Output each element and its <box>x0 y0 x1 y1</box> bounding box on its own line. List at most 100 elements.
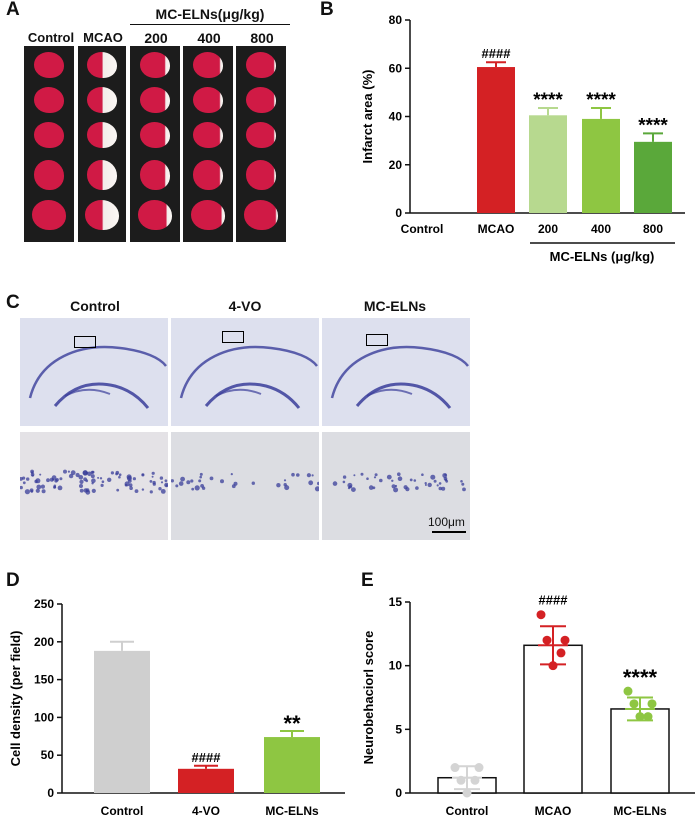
neuron-dot <box>296 473 300 477</box>
neuron-dot <box>391 479 394 482</box>
panel-c-letter: C <box>6 292 20 313</box>
e-y-tick-label: 10 <box>389 659 403 673</box>
brain-slice <box>193 122 223 148</box>
brain-slice <box>140 160 170 190</box>
neuron-dot <box>97 476 100 479</box>
neuron-dot <box>308 480 314 486</box>
e-data-point <box>635 712 645 722</box>
neuron-dot <box>445 479 449 483</box>
e-x-tick-label: MCAO <box>535 804 572 818</box>
b-y-tick-label: 0 <box>395 206 402 220</box>
b-group-label: MC-ELNs (μg/kg) <box>550 249 655 264</box>
neuron-dot <box>351 487 356 492</box>
neuron-dot <box>461 482 465 486</box>
b-y-tick-label: 60 <box>389 61 403 75</box>
neuron-dot <box>311 474 314 477</box>
neuron-dot <box>118 475 121 479</box>
b-y-tick-label: 40 <box>389 110 403 124</box>
neuron-dot <box>386 474 392 480</box>
neuron-dot <box>314 486 319 492</box>
neuron-dot <box>175 484 179 488</box>
neuron-dot <box>291 472 295 477</box>
b-bar <box>634 141 672 213</box>
b-bar <box>529 115 567 213</box>
brain-slice <box>246 87 276 113</box>
neuron-dot <box>442 473 448 478</box>
panel-c-label-control: Control <box>70 298 120 314</box>
e-data-point <box>542 635 552 645</box>
e-significance-label: #### <box>539 593 569 608</box>
neuron-dot <box>220 479 224 484</box>
d-x-tick-label: Control <box>101 804 144 818</box>
brain-slice <box>193 52 223 78</box>
brain-slice <box>87 52 117 78</box>
neuron-dot <box>30 490 34 493</box>
mc-elns-group-header: MC-ELNs(μg/kg) <box>155 6 265 22</box>
neuron-dot <box>403 485 408 490</box>
neuron-dot <box>353 474 356 477</box>
neuron-dot <box>110 471 114 475</box>
neuron-dot <box>68 473 74 479</box>
e-x-tick-label: Control <box>446 804 489 818</box>
neuron-dot <box>159 476 164 480</box>
cell-density-chart: 0 50 100 150 200 250 Cell density (per field) C… <box>8 597 345 818</box>
e-data-point <box>623 686 633 696</box>
brain-slice <box>34 122 64 148</box>
d-y-axis-title: Cell density (per field) <box>8 631 23 767</box>
e-y-tick-label: 5 <box>395 722 402 736</box>
brain-slice <box>246 122 276 148</box>
e-x-tick-label: MC-ELNs <box>613 804 667 818</box>
neuron-dot <box>306 473 311 478</box>
e-data-point <box>629 699 639 709</box>
neuron-dot <box>160 481 164 484</box>
neuron-dot <box>151 471 155 475</box>
brain-slice <box>244 200 278 230</box>
panel-a-label-200: 200 <box>144 30 168 46</box>
neuron-dot <box>78 475 84 480</box>
hippocampus-stain <box>330 345 469 409</box>
neuron-dot <box>141 488 145 491</box>
neuron-dot <box>424 484 427 486</box>
neuron-dot <box>199 472 203 476</box>
e-data-point <box>462 788 472 798</box>
neuron-dot <box>198 479 202 483</box>
neuron-dot <box>415 486 419 490</box>
brain-slice <box>138 200 172 230</box>
neuron-dot <box>51 478 55 481</box>
b-y-tick-label: 20 <box>389 158 403 172</box>
ca1-magnified-image <box>171 432 319 540</box>
d-bar <box>178 768 234 793</box>
brain-slice <box>85 200 119 230</box>
d-y-tick-label: 0 <box>47 786 54 800</box>
brain-slice <box>193 160 223 190</box>
neuron-dot <box>152 482 156 486</box>
hippocampus-stain <box>28 345 167 409</box>
neuron-dot <box>26 477 30 481</box>
dentate-gyrus <box>53 382 150 409</box>
e-bar <box>610 708 670 794</box>
brain-slice <box>191 200 225 230</box>
neuron-dot <box>70 470 76 476</box>
neuron-dot <box>59 477 63 481</box>
neuron-dot <box>132 477 136 481</box>
b-significance-label: #### <box>482 46 512 61</box>
b-significance-label: **** <box>586 90 616 111</box>
neuron-dot <box>83 488 88 493</box>
panel-d-letter: D <box>6 570 20 591</box>
brain-slice <box>34 52 64 78</box>
neuron-dot <box>134 489 139 493</box>
neuron-dot <box>409 478 413 482</box>
b-bar <box>477 67 515 213</box>
dentate-gyrus <box>355 382 452 409</box>
region-box <box>222 331 244 343</box>
neuron-dot <box>90 474 95 479</box>
neuron-dot <box>394 484 398 488</box>
b-x-tick-label: Control <box>401 222 444 236</box>
neuron-dot <box>421 473 424 476</box>
neuron-dot <box>24 489 30 495</box>
neuron-dot <box>427 482 432 488</box>
neuron-dot <box>99 477 103 480</box>
neuron-dot <box>360 472 364 476</box>
neuron-dot <box>124 481 130 487</box>
brain-slice <box>246 160 276 190</box>
